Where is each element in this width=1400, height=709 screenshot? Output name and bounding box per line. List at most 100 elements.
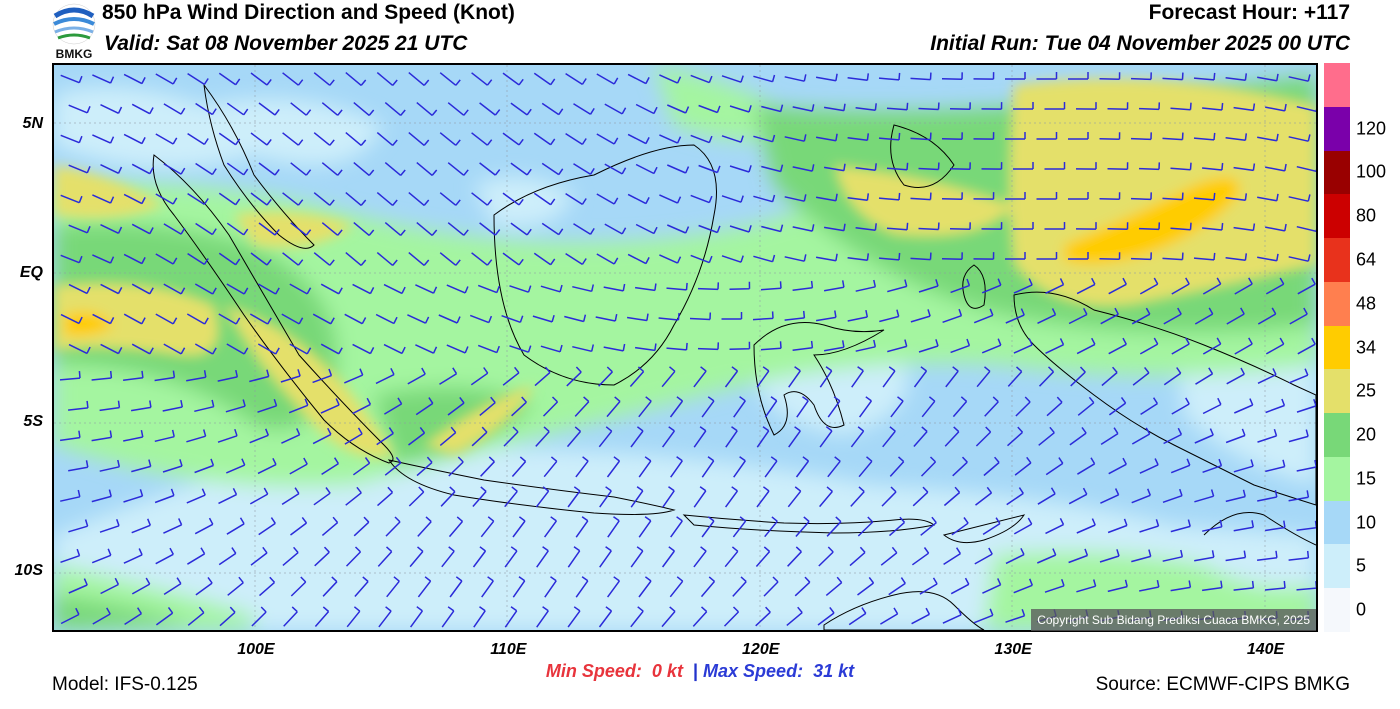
- wind-barb: [218, 252, 241, 266]
- wind-barb: [92, 313, 115, 325]
- wind-barb: [313, 192, 335, 206]
- wind-barb: [321, 162, 343, 176]
- wind-barb: [131, 103, 154, 115]
- wind-barb: [502, 72, 524, 86]
- wind-barb: [281, 487, 300, 506]
- wind-barb: [1107, 102, 1129, 110]
- wind-barb: [784, 134, 807, 142]
- wind-barb: [1075, 162, 1097, 170]
- wind-barb: [1195, 367, 1214, 385]
- wind-barb: [155, 313, 178, 325]
- wind-barb: [764, 516, 778, 538]
- wind-barb: [630, 606, 644, 628]
- color-scale-label: 10: [1356, 512, 1377, 533]
- wind-barb: [257, 398, 278, 413]
- color-scale-segment: [1324, 325, 1350, 370]
- wind-barb: [385, 516, 401, 537]
- lon-label: 120E: [742, 641, 780, 658]
- wind-barb: [603, 283, 626, 292]
- wind-barb: [850, 426, 865, 448]
- wind-barb: [701, 456, 715, 478]
- wind-barb: [1194, 428, 1214, 444]
- wind-barb: [439, 367, 458, 385]
- wind-barb: [383, 343, 406, 355]
- wind-barb: [123, 253, 146, 265]
- wind-barb: [855, 279, 877, 292]
- wind-barb: [815, 133, 838, 142]
- wind-barb: [698, 164, 721, 174]
- wind-barb: [375, 367, 395, 385]
- wind-barb: [1099, 252, 1121, 260]
- wind-barb: [1036, 132, 1058, 140]
- wind-barb: [1170, 222, 1192, 231]
- wind-barb: [1005, 132, 1026, 140]
- wind-barb: [1007, 426, 1024, 447]
- wind-barb: [1288, 368, 1309, 384]
- wind-barb: [981, 222, 1003, 230]
- wind-barb: [572, 344, 595, 353]
- wind-barb: [376, 132, 398, 146]
- coast-new-guinea: [1013, 291, 1316, 506]
- wind-barb: [752, 311, 774, 321]
- wind-barb: [1225, 428, 1246, 444]
- wind-barb: [667, 164, 690, 174]
- wind-barb: [1162, 132, 1184, 141]
- color-scale-label: 34: [1356, 337, 1377, 357]
- wind-barb: [697, 282, 720, 291]
- wind-barb: [858, 456, 873, 478]
- wind-barb: [638, 516, 652, 538]
- wind-barb: [1015, 396, 1031, 417]
- wind-barb: [289, 283, 312, 295]
- wind-map: [52, 63, 1318, 632]
- wind-barb: [565, 252, 587, 266]
- wind-barb: [1225, 253, 1248, 262]
- wind-barb: [502, 366, 520, 386]
- wind-barb: [567, 606, 581, 628]
- wind-barb: [376, 252, 398, 266]
- wind-barb: [1068, 192, 1089, 200]
- wind-barb: [68, 400, 89, 411]
- wind-barb: [920, 516, 937, 536]
- valid-time: Valid: Sat 08 November 2025 21 UTC: [104, 32, 468, 55]
- wind-barb: [1226, 367, 1245, 385]
- wind-barb: [630, 546, 644, 568]
- wind-barb: [416, 222, 438, 236]
- wind-barb: [1296, 459, 1316, 472]
- wind-barb: [187, 606, 205, 626]
- wind-barb: [918, 222, 940, 231]
- wind-barb: [630, 426, 644, 448]
- color-scale-segment: [1324, 369, 1350, 414]
- wind-barb: [911, 607, 931, 625]
- wind-barb: [564, 314, 587, 323]
- wind-barb: [787, 546, 802, 567]
- wind-barb: [607, 516, 620, 538]
- wind-barb: [384, 162, 406, 176]
- wind-barb: [353, 102, 375, 116]
- wind-barb: [635, 103, 658, 115]
- wind-barb: [68, 104, 91, 114]
- wind-barb: [1257, 428, 1278, 443]
- wind-barb: [1100, 488, 1120, 504]
- wind-barb: [1100, 427, 1119, 446]
- wind-barb: [510, 162, 532, 176]
- wind-barb: [598, 606, 613, 628]
- wind-barb: [1233, 103, 1256, 112]
- wind-barb: [572, 284, 595, 293]
- wind-barb: [1037, 548, 1057, 564]
- wind-barb: [258, 517, 276, 536]
- wind-barb: [60, 607, 80, 625]
- wind-barb: [573, 223, 595, 235]
- wind-barb: [634, 343, 657, 352]
- wind-barb: [123, 370, 144, 381]
- wind-barb: [502, 132, 524, 146]
- wind-barb: [604, 223, 627, 235]
- wind-barb: [259, 576, 276, 597]
- wind-barb: [1070, 366, 1086, 387]
- wind-barb: [344, 427, 363, 445]
- wind-barb: [1257, 73, 1279, 82]
- wind-barb: [123, 313, 146, 325]
- color-scale-segment: [1324, 413, 1350, 457]
- wind-barb: [472, 546, 487, 568]
- wind-barb: [439, 426, 457, 446]
- speed-summary: Min Speed: 0 kt | Max Speed: 31 kt: [0, 661, 1400, 682]
